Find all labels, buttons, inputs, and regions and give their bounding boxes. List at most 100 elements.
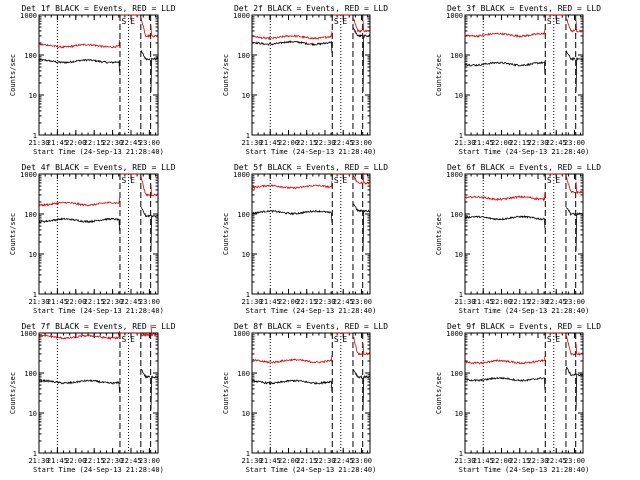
panel-2: Det 2f BLACK = Events, RED = LLD 1 10 100 10… (222, 4, 388, 156)
x-tick-label: 22:30 (314, 139, 335, 147)
panel-title: Det 9f BLACK = Events, RED = LLD (447, 322, 601, 331)
x-axis-label: Start Time (24-Sep-13 21:28:40) (459, 466, 590, 474)
panel-title: Det 6f BLACK = Events, RED = LLD (447, 163, 601, 172)
plot-frame (464, 14, 584, 136)
y-tick-label: 1 (459, 291, 463, 299)
x-tick-label: 22:15 (509, 139, 530, 147)
panel-9: Det 9f BLACK = Events, RED = LLD 1 10 100 10… (435, 322, 601, 474)
x-axis-label: Start Time (24-Sep-13 21:28:40) (459, 307, 590, 315)
y-tick-label: 1000 (446, 330, 463, 338)
x-tick-label: 22:15 (296, 298, 317, 306)
marker-label: S (334, 335, 339, 344)
y-axis-label: Counts/sec (435, 372, 443, 414)
y-tick-label: 100 (450, 211, 463, 219)
y-tick-label: 1 (246, 450, 250, 458)
marker-label: E (555, 176, 560, 185)
x-tick-label: 21:45 (47, 139, 68, 147)
y-tick-label: 1 (459, 450, 463, 458)
x-tick-label: 22:15 (84, 139, 105, 147)
lld-rate-series (464, 332, 583, 365)
y-tick-label: 10 (242, 410, 250, 418)
y-axis-label: Counts/sec (222, 54, 230, 96)
events-rate-series (38, 368, 158, 410)
y-tick-label: 1000 (20, 12, 37, 20)
events-rate-series (38, 207, 159, 251)
marker-label: S (122, 176, 127, 185)
x-axis-label: Start Time (24-Sep-13 21:28:40) (246, 307, 377, 315)
x-tick-label: 21:30 (454, 457, 475, 465)
x-tick-label: 22:45 (120, 457, 141, 465)
events-rate-series (464, 207, 584, 251)
y-tick-label: 100 (24, 211, 37, 219)
x-tick-label: 22:30 (527, 298, 548, 306)
marker-label: S (547, 17, 552, 26)
x-tick-label: 22:30 (527, 139, 548, 147)
lld-rate-series (38, 14, 158, 49)
plot-frame (38, 173, 159, 295)
x-tick-label: 22:45 (333, 457, 354, 465)
x-tick-label: 22:15 (84, 457, 105, 465)
y-tick-label: 10 (242, 92, 250, 100)
y-tick-label: 1 (459, 132, 463, 140)
x-tick-label: 22:45 (333, 298, 354, 306)
x-tick-label: 21:30 (28, 457, 49, 465)
marker-label: S (547, 335, 552, 344)
x-tick-label: 23:00 (351, 457, 372, 465)
y-tick-label: 1 (246, 132, 250, 140)
lld-rate-series (464, 173, 583, 202)
x-tick-label: 21:45 (260, 457, 281, 465)
plot-frame (251, 173, 371, 295)
y-tick-label: 1000 (233, 12, 250, 20)
x-tick-label: 21:45 (260, 298, 281, 306)
y-axis-label: Counts/sec (222, 372, 230, 414)
x-tick-label: 23:00 (139, 457, 160, 465)
x-axis-label: Start Time (24-Sep-13 21:28:40) (246, 148, 377, 156)
y-tick-label: 1000 (20, 171, 37, 179)
panel-4: Det 4f BLACK = Events, RED = LLD 1 10 100 10… (9, 163, 176, 315)
panel-3: Det 3f BLACK = Events, RED = LLD 1 10 100 10… (435, 4, 601, 156)
events-rate-series (251, 203, 371, 251)
x-axis-label: Start Time (24-Sep-13 21:28:40) (246, 466, 377, 474)
x-tick-label: 21:45 (260, 139, 281, 147)
y-axis-label: Counts/sec (435, 213, 443, 255)
plot-frame (38, 332, 159, 454)
events-rate-series (251, 369, 370, 410)
panel-title: Det 2f BLACK = Events, RED = LLD (234, 4, 388, 13)
x-tick-label: 23:00 (139, 298, 160, 306)
events-rate-series (464, 366, 584, 410)
x-axis-label: Start Time (24-Sep-13 21:28:40) (33, 307, 164, 315)
marker-label: E (555, 17, 560, 26)
y-axis-label: Counts/sec (222, 213, 230, 255)
x-tick-label: 22:30 (102, 298, 123, 306)
panel-8: Det 8f BLACK = Events, RED = LLD 1 10 100 10… (222, 322, 388, 474)
x-axis-label: Start Time (24-Sep-13 21:28:40) (33, 148, 164, 156)
x-tick-label: 22:30 (102, 457, 123, 465)
x-tick-label: 22:45 (546, 457, 567, 465)
x-tick-label: 21:30 (241, 457, 262, 465)
x-tick-label: 22:45 (546, 298, 567, 306)
y-tick-label: 1000 (446, 171, 463, 179)
x-tick-label: 22:30 (314, 457, 335, 465)
y-tick-label: 10 (455, 410, 463, 418)
x-tick-label: 21:30 (28, 139, 49, 147)
y-tick-label: 1 (33, 450, 37, 458)
lld-rate-series (464, 14, 583, 39)
y-tick-label: 1000 (233, 330, 250, 338)
plot-frame (464, 332, 584, 454)
x-tick-label: 22:00 (491, 139, 512, 147)
y-tick-label: 10 (455, 251, 463, 259)
x-tick-label: 21:45 (473, 457, 494, 465)
y-tick-label: 1 (246, 291, 250, 299)
plot-frame (464, 173, 584, 295)
x-tick-label: 22:00 (65, 457, 86, 465)
x-tick-label: 21:30 (454, 139, 475, 147)
x-tick-label: 21:45 (47, 457, 68, 465)
x-tick-label: 22:00 (278, 457, 299, 465)
marker-label: E (342, 17, 347, 26)
lld-rate-series (251, 172, 371, 190)
panel-title: Det 5f BLACK = Events, RED = LLD (234, 163, 388, 172)
lld-rate-series (38, 324, 159, 341)
x-tick-label: 22:45 (546, 139, 567, 147)
x-tick-label: 22:00 (278, 139, 299, 147)
